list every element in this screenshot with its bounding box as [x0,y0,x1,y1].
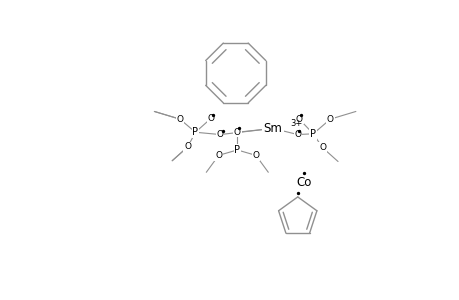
Text: O: O [216,130,223,139]
Text: O: O [252,151,259,160]
Text: O: O [233,128,240,137]
Text: P: P [234,145,240,155]
Text: O: O [326,115,333,124]
Text: O: O [295,115,302,124]
Text: 3+: 3+ [289,119,302,128]
Text: Sm: Sm [263,122,282,135]
Text: O: O [215,151,222,160]
Text: O: O [294,130,301,139]
Text: P: P [192,127,198,137]
Text: O: O [184,142,191,152]
Text: O: O [207,114,214,123]
Text: P: P [309,129,316,139]
Text: O: O [319,143,325,152]
Text: Co: Co [296,176,311,189]
Text: O: O [176,115,183,124]
